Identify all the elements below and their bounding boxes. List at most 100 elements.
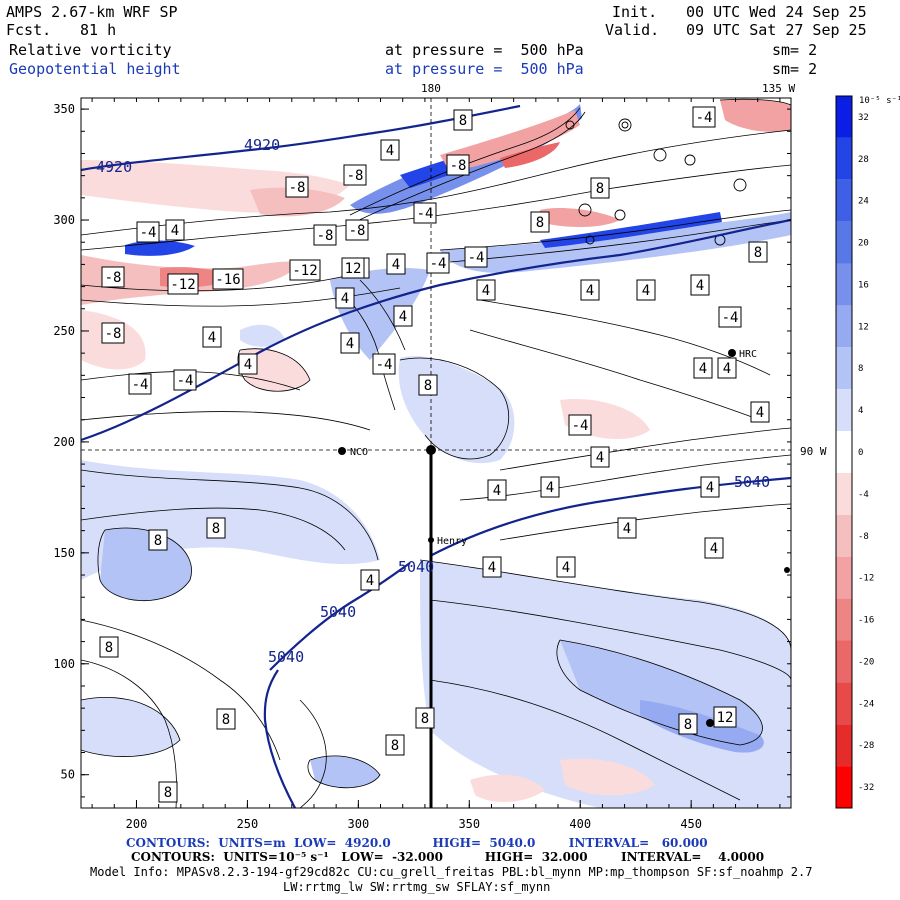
cell	[621, 121, 629, 129]
blue-region	[100, 528, 192, 601]
label-text: 4	[562, 560, 570, 576]
vorticity-label: 4	[202, 326, 222, 348]
label-box	[372, 353, 396, 375]
colorbar-units: 10⁻⁵ s⁻¹	[859, 96, 900, 106]
init-time: 00 UTC Wed 24 Sep 25	[686, 3, 867, 21]
label-box	[285, 176, 309, 198]
colorbar-swatch	[836, 431, 852, 473]
y-tick-label: 350	[53, 102, 75, 116]
vorticity-label: 4	[340, 332, 360, 354]
label-text: 4	[696, 278, 704, 294]
blue-region	[310, 755, 380, 788]
colorbar-swatch	[836, 263, 852, 306]
height-label: 4920	[96, 158, 132, 176]
label-text: 4	[699, 361, 707, 377]
field1-level: at pressure = 500 hPa	[385, 41, 584, 59]
vorticity-label: 4	[238, 353, 258, 375]
label-box	[556, 556, 576, 578]
label-text: 4	[386, 143, 394, 159]
label-text: 8	[105, 640, 113, 656]
vort-contour	[719, 98, 791, 106]
vort-contour	[81, 469, 379, 561]
footer-vorticity-contours: CONTOURS: UNITS=10⁻⁵ s⁻¹ LOW= -32.000 HI…	[131, 850, 765, 864]
station-hrc-dot	[728, 349, 736, 357]
vorticity-label: -8	[345, 219, 369, 241]
vorticity-label: 4	[487, 479, 507, 501]
label-text: 8	[164, 785, 172, 801]
label-box	[128, 373, 152, 395]
label-text: 8	[424, 378, 432, 394]
vorticity-label: -4	[372, 353, 396, 375]
label-text: 8	[212, 521, 220, 537]
vort-contour	[556, 639, 763, 746]
vort-contour	[459, 454, 791, 501]
label-box	[693, 357, 713, 379]
vort-contour	[349, 107, 581, 216]
colorbar-tick-label: 32	[858, 113, 869, 123]
label-box	[636, 279, 656, 301]
label-box	[580, 279, 600, 301]
vorticity-label: -4	[128, 373, 152, 395]
vorticity-label: -4	[173, 369, 197, 391]
label-text: 4	[488, 560, 496, 576]
label-text: -8	[347, 168, 364, 184]
label-text: 4	[244, 357, 252, 373]
label-text: 4	[346, 336, 354, 352]
vorticity-label: 8	[453, 109, 473, 131]
height-contour-4980	[81, 218, 791, 442]
vorticity-label: 4	[750, 401, 770, 423]
colorbar-tick-label: -16	[858, 616, 874, 626]
vort-contour	[81, 164, 791, 251]
colorbar-tick-label: -32	[858, 783, 874, 793]
label-box	[340, 332, 360, 354]
label-text: 8	[754, 245, 762, 261]
label-box	[590, 177, 610, 199]
vorticity-label: -4	[718, 306, 742, 328]
colorbar-swatch	[836, 598, 852, 641]
label-text: 4	[756, 405, 764, 421]
field1-smooth: sm= 2	[772, 41, 818, 59]
vorticity-label: 4	[700, 476, 720, 498]
label-text: -16	[215, 272, 240, 288]
footer-schemes: LW:rrtmg_lw SW:rrtmg_sw SFLAY:sf_mynn	[283, 880, 551, 894]
label-box	[718, 306, 742, 328]
red-region	[470, 774, 545, 802]
label-text: 4	[596, 450, 604, 466]
vorticity-label: 4	[690, 274, 710, 296]
vort-contour	[81, 287, 401, 307]
vorticity-label: 8	[748, 241, 768, 263]
vorticity-label: -4	[568, 414, 592, 436]
label-text: 4	[482, 283, 490, 299]
model-title: AMPS 2.67-km WRF SP	[6, 3, 178, 21]
init-label: Init.	[612, 3, 658, 21]
label-box	[540, 476, 560, 498]
label-text: 8	[536, 215, 544, 231]
station-hrc: HRC	[739, 349, 757, 360]
vort-contour	[449, 219, 791, 263]
footer-model-info: Model Info: MPASv8.2.3-194-gf29cd82c CU:…	[90, 865, 813, 879]
label-box	[678, 713, 698, 735]
field2-level: at pressure = 500 hPa	[385, 60, 584, 78]
label-text: 4	[366, 573, 374, 589]
label-box	[418, 374, 438, 396]
label-box	[446, 154, 470, 176]
label-text: -12	[292, 263, 317, 279]
vorticity-label: 4	[393, 305, 413, 327]
x-tick-label: 300	[348, 817, 370, 831]
label-text: 4	[493, 483, 501, 499]
plot-frame	[80, 97, 792, 809]
vorticity-label: 4	[556, 556, 576, 578]
label-text: -8	[289, 180, 306, 196]
label-box	[345, 219, 369, 241]
vorticity-label: -8	[101, 322, 125, 344]
edge-station-dot	[784, 567, 790, 573]
x-axis: 200 250 300 350 400 450	[91, 98, 781, 831]
red-region	[250, 187, 345, 217]
forecast-label: Fcst.	[6, 21, 52, 39]
label-text: 8	[391, 738, 399, 754]
label-box	[206, 517, 226, 539]
height-label: 5040	[398, 558, 434, 576]
vorticity-label: 8	[530, 211, 550, 233]
station-ags-dot	[706, 719, 714, 727]
height-contour-5040-south	[263, 669, 296, 808]
